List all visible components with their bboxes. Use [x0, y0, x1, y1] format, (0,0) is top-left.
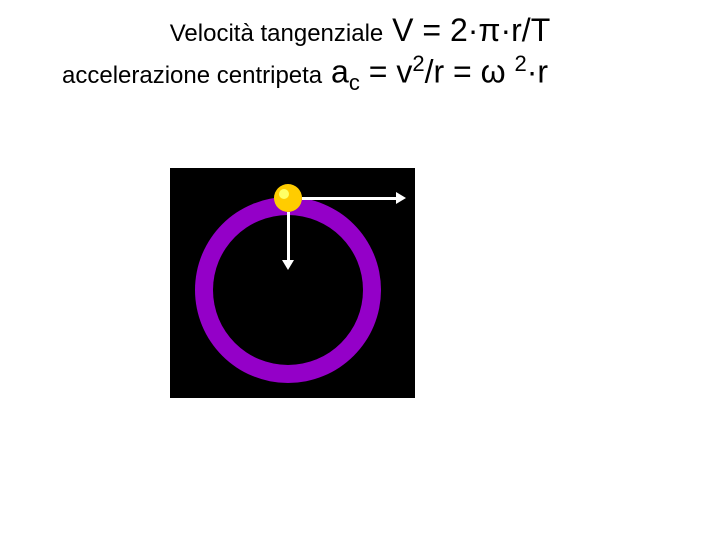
circular-motion-figure: [170, 168, 415, 398]
acceleration-arrow-line: [287, 212, 290, 262]
centripetal-acceleration-label: accelerazione centripeta: [62, 62, 322, 90]
subscript-c: c: [349, 70, 360, 95]
formula-text-block: Velocità tangenziale V = 2·π·r/T acceler…: [60, 12, 660, 96]
particle-ball: [274, 184, 302, 212]
formula-part: = v: [360, 54, 412, 90]
velocity-arrow-head: [396, 192, 406, 204]
pi-symbol: π: [478, 12, 500, 48]
formula-part: /r =: [425, 54, 481, 90]
particle-ball-highlight: [279, 189, 289, 199]
centripetal-acceleration-formula: ac = v2/r = ω 2·r: [331, 51, 548, 96]
tangential-velocity-formula: V = 2·π·r/T: [392, 12, 550, 49]
formula-part: ·r: [527, 54, 548, 90]
formula-part: V = 2·: [392, 12, 478, 48]
tangential-velocity-line: Velocità tangenziale V = 2·π·r/T: [60, 12, 660, 49]
slide: Velocità tangenziale V = 2·π·r/T acceler…: [0, 0, 720, 540]
acceleration-arrow-head: [282, 260, 294, 270]
omega-symbol: ω: [481, 54, 506, 90]
formula-part: ·r/T: [500, 12, 550, 48]
velocity-arrow-line: [302, 197, 398, 200]
centripetal-acceleration-line: accelerazione centripeta ac = v2/r = ω 2…: [60, 51, 660, 96]
tangential-velocity-label: Velocità tangenziale: [170, 20, 384, 48]
superscript-2: 2: [412, 51, 424, 76]
superscript-2: 2: [514, 51, 526, 76]
formula-part: a: [331, 54, 349, 90]
